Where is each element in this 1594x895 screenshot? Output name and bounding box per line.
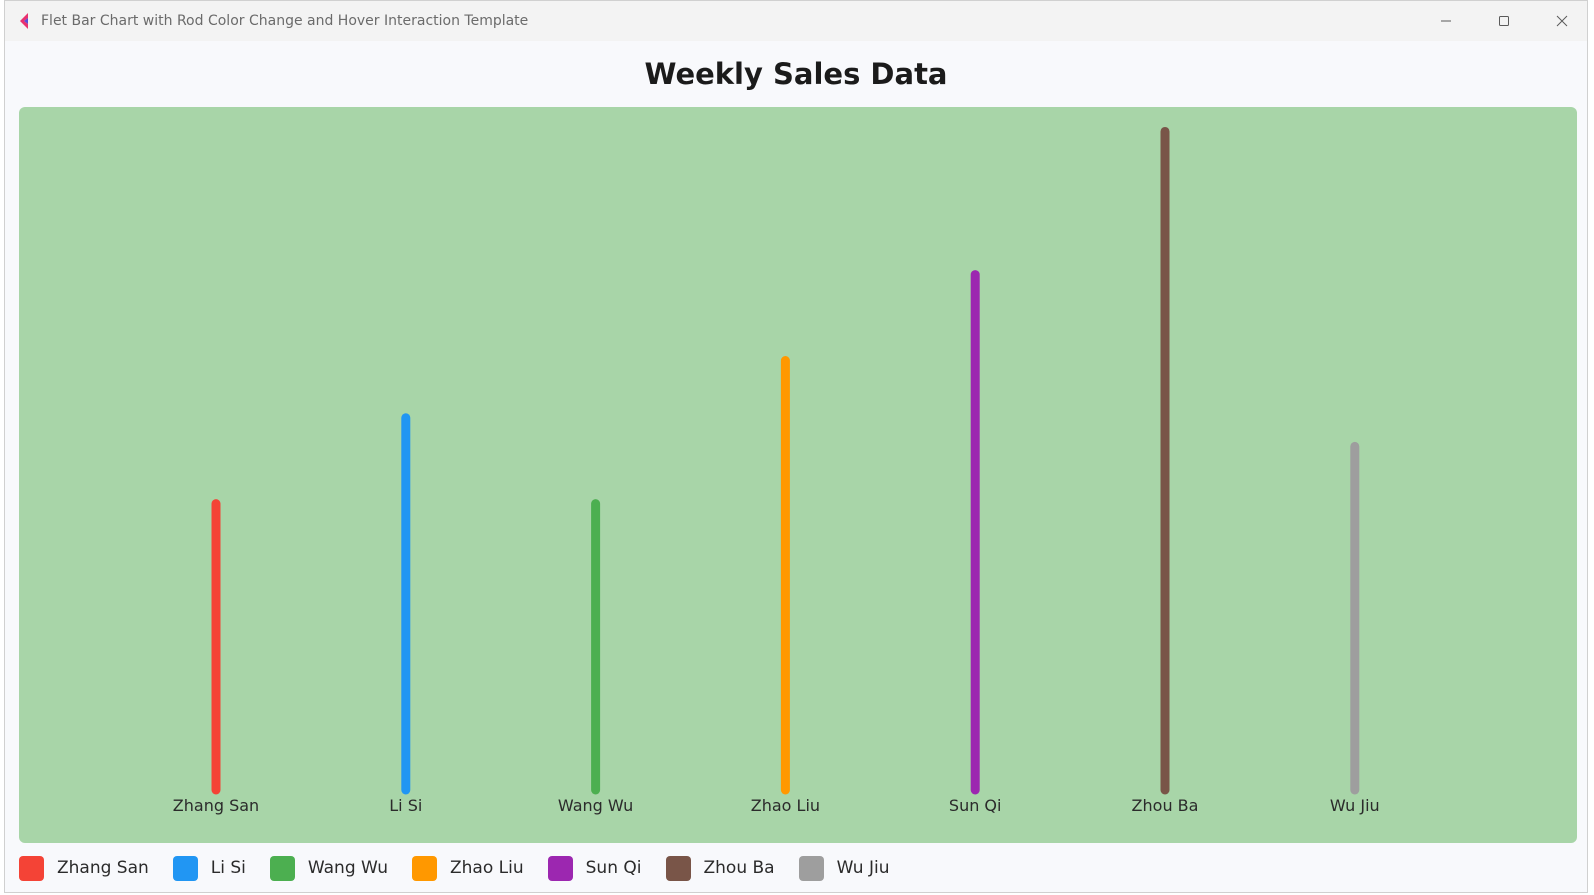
legend-label: Sun Qi — [585, 858, 642, 878]
legend-swatch — [547, 855, 573, 881]
flet-logo-icon — [20, 13, 28, 29]
window-title: Flet Bar Chart with Rod Color Change and… — [41, 13, 529, 29]
close-button[interactable] — [1533, 1, 1591, 41]
legend-label: Zhou Ba — [703, 858, 775, 878]
bar-chart-svg: Zhang San Li Si Wang Wu Zhao Liu Sun Qi Zhou … — [173, 126, 1380, 815]
legend-label: Wu Jiu — [836, 858, 890, 878]
minimize-button[interactable] — [1417, 1, 1475, 41]
chart-legend: Zhang San Li Si Wang Wu Zhao Liu Sun Qi Zhou … — [19, 853, 914, 883]
legend-label: Zhang San — [57, 858, 149, 878]
x-tick-label: Li Si — [389, 796, 422, 815]
legend-swatch — [412, 855, 438, 881]
legend-label: Wang Wu — [307, 858, 389, 878]
legend-swatch — [798, 855, 824, 881]
page-title: Weekly Sales Data — [644, 57, 948, 91]
maximize-icon — [1499, 16, 1509, 26]
x-tick-label: Sun Qi — [949, 796, 1002, 815]
legend-swatch — [172, 855, 198, 881]
x-tick-label: Zhou Ba — [1132, 796, 1199, 815]
bar-chart[interactable]: Zhang San Li Si Wang Wu Zhao Liu Sun Qi Zhou … — [19, 107, 1577, 843]
x-tick-label: Zhang San — [173, 796, 259, 815]
legend-item: Sun Qi — [547, 855, 642, 881]
x-tick-label: Zhao Liu — [751, 796, 820, 815]
legend-swatch — [665, 855, 691, 881]
app-content: Weekly Sales Data Zhang San Li Si Wang Wu Z… — [5, 41, 1587, 892]
legend-label: Li Si — [210, 858, 246, 878]
legend-label: Zhao Liu — [450, 858, 524, 878]
x-tick-label: Wu Jiu — [1330, 796, 1380, 815]
legend-item: Zhang San — [19, 855, 149, 881]
x-tick-label: Wang Wu — [558, 796, 633, 815]
close-icon — [1556, 15, 1568, 27]
app-window: Flet Bar Chart with Rod Color Change and… — [4, 0, 1588, 893]
legend-item: Li Si — [172, 855, 246, 881]
title-bar[interactable]: Flet Bar Chart with Rod Color Change and… — [5, 1, 1587, 41]
legend-item: Wu Jiu — [798, 855, 890, 881]
legend-item: Zhou Ba — [665, 855, 775, 881]
legend-swatch — [19, 855, 44, 881]
maximize-button[interactable] — [1475, 1, 1533, 41]
legend-swatch — [269, 855, 295, 881]
legend-item: Wang Wu — [269, 855, 389, 881]
legend-item: Zhao Liu — [412, 855, 524, 881]
minimize-icon — [1441, 20, 1451, 22]
